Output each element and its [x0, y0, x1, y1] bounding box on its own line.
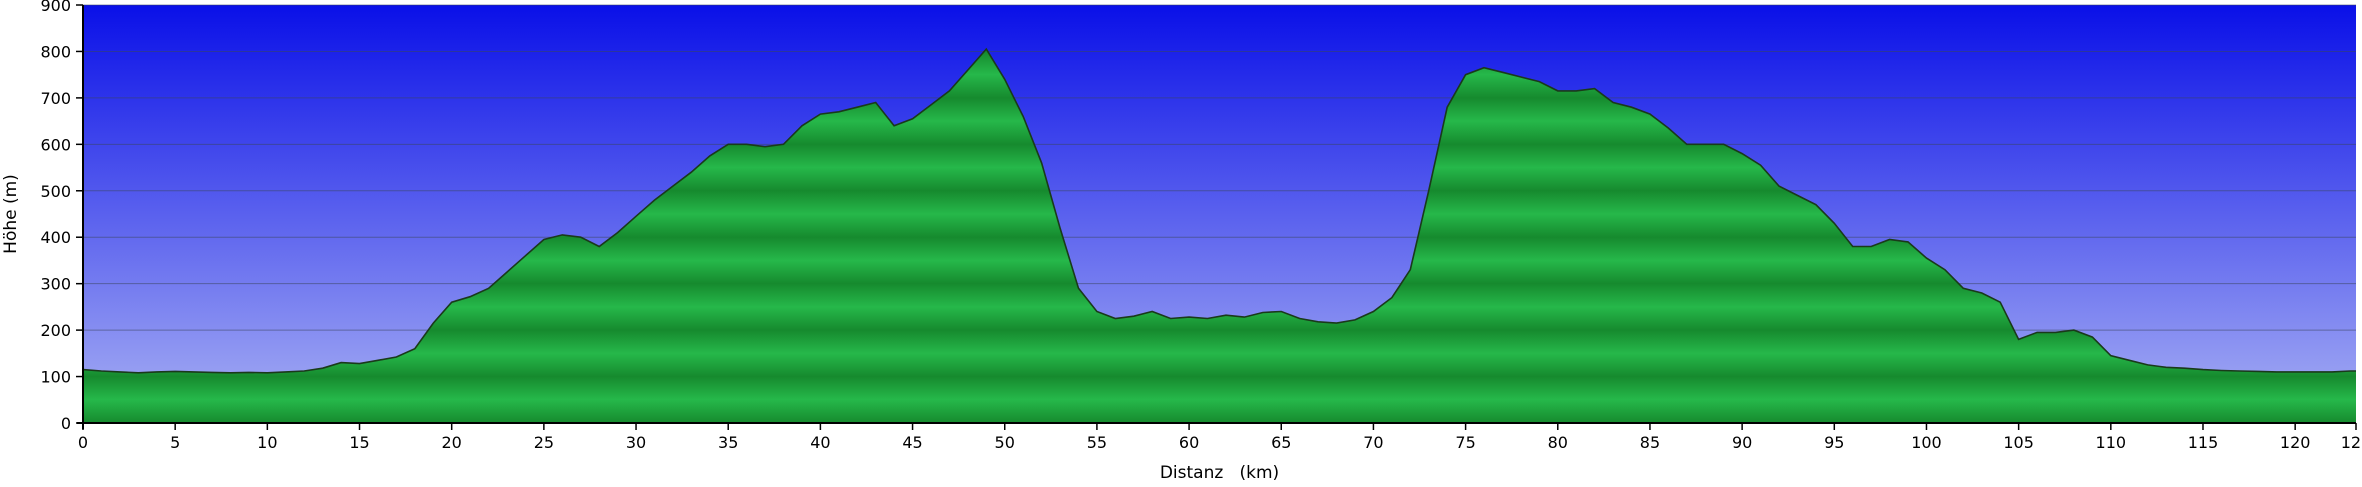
x-tick-label: 80	[1548, 433, 1568, 452]
x-tick-label: 25	[534, 433, 554, 452]
x-tick-label: 100	[1911, 433, 1942, 452]
x-tick-label: 55	[1087, 433, 1107, 452]
x-tick-label: 120	[2280, 433, 2311, 452]
y-axis-title: Höhe (m)	[1, 174, 21, 254]
x-tick-label: 110	[2096, 433, 2127, 452]
x-tick-label: 20	[442, 433, 462, 452]
x-tick-label: 105	[2003, 433, 2034, 452]
x-tick-label: 95	[1824, 433, 1844, 452]
y-tick-label: 900	[40, 0, 71, 15]
x-tick-label: 123	[2341, 433, 2362, 452]
x-tick-label: 70	[1363, 433, 1383, 452]
axes	[77, 5, 2356, 429]
y-tick-label: 600	[40, 135, 71, 154]
y-tick-label: 0	[61, 414, 71, 433]
y-tick-label: 100	[40, 368, 71, 387]
x-tick-label: 85	[1640, 433, 1660, 452]
y-tick-label: 200	[40, 321, 71, 340]
x-tick-label: 90	[1732, 433, 1752, 452]
x-tick-label: 45	[902, 433, 922, 452]
x-tick-label: 0	[78, 433, 88, 452]
x-tick-label: 50	[995, 433, 1015, 452]
x-tick-label: 30	[626, 433, 646, 452]
x-tick-label: 65	[1271, 433, 1291, 452]
x-axis-ticks: 0 5 10 15 20 25 30 35 40 45 50 55 60 65 70 75 80 85 90 95 10…	[78, 423, 2362, 452]
elevation-line	[82, 47, 2356, 374]
y-tick-label: 500	[40, 182, 71, 201]
elevation-area	[83, 49, 2356, 423]
x-axis-title: Distanz (km)	[1160, 463, 1279, 483]
y-tick-label: 300	[40, 275, 71, 294]
x-tick-label: 115	[2188, 433, 2219, 452]
x-tick-label: 40	[810, 433, 830, 452]
y-tick-label: 400	[40, 228, 71, 247]
x-tick-label: 5	[170, 433, 180, 452]
x-tick-label: 75	[1455, 433, 1475, 452]
y-axis-ticks: 0 100 200 300 400 500 600 700 800 900	[40, 0, 83, 433]
y-tick-label: 800	[40, 42, 71, 61]
x-tick-label: 60	[1179, 433, 1199, 452]
x-tick-label: 35	[718, 433, 738, 452]
x-tick-label: 10	[257, 433, 277, 452]
x-tick-label: 15	[349, 433, 369, 452]
y-tick-label: 700	[40, 89, 71, 108]
